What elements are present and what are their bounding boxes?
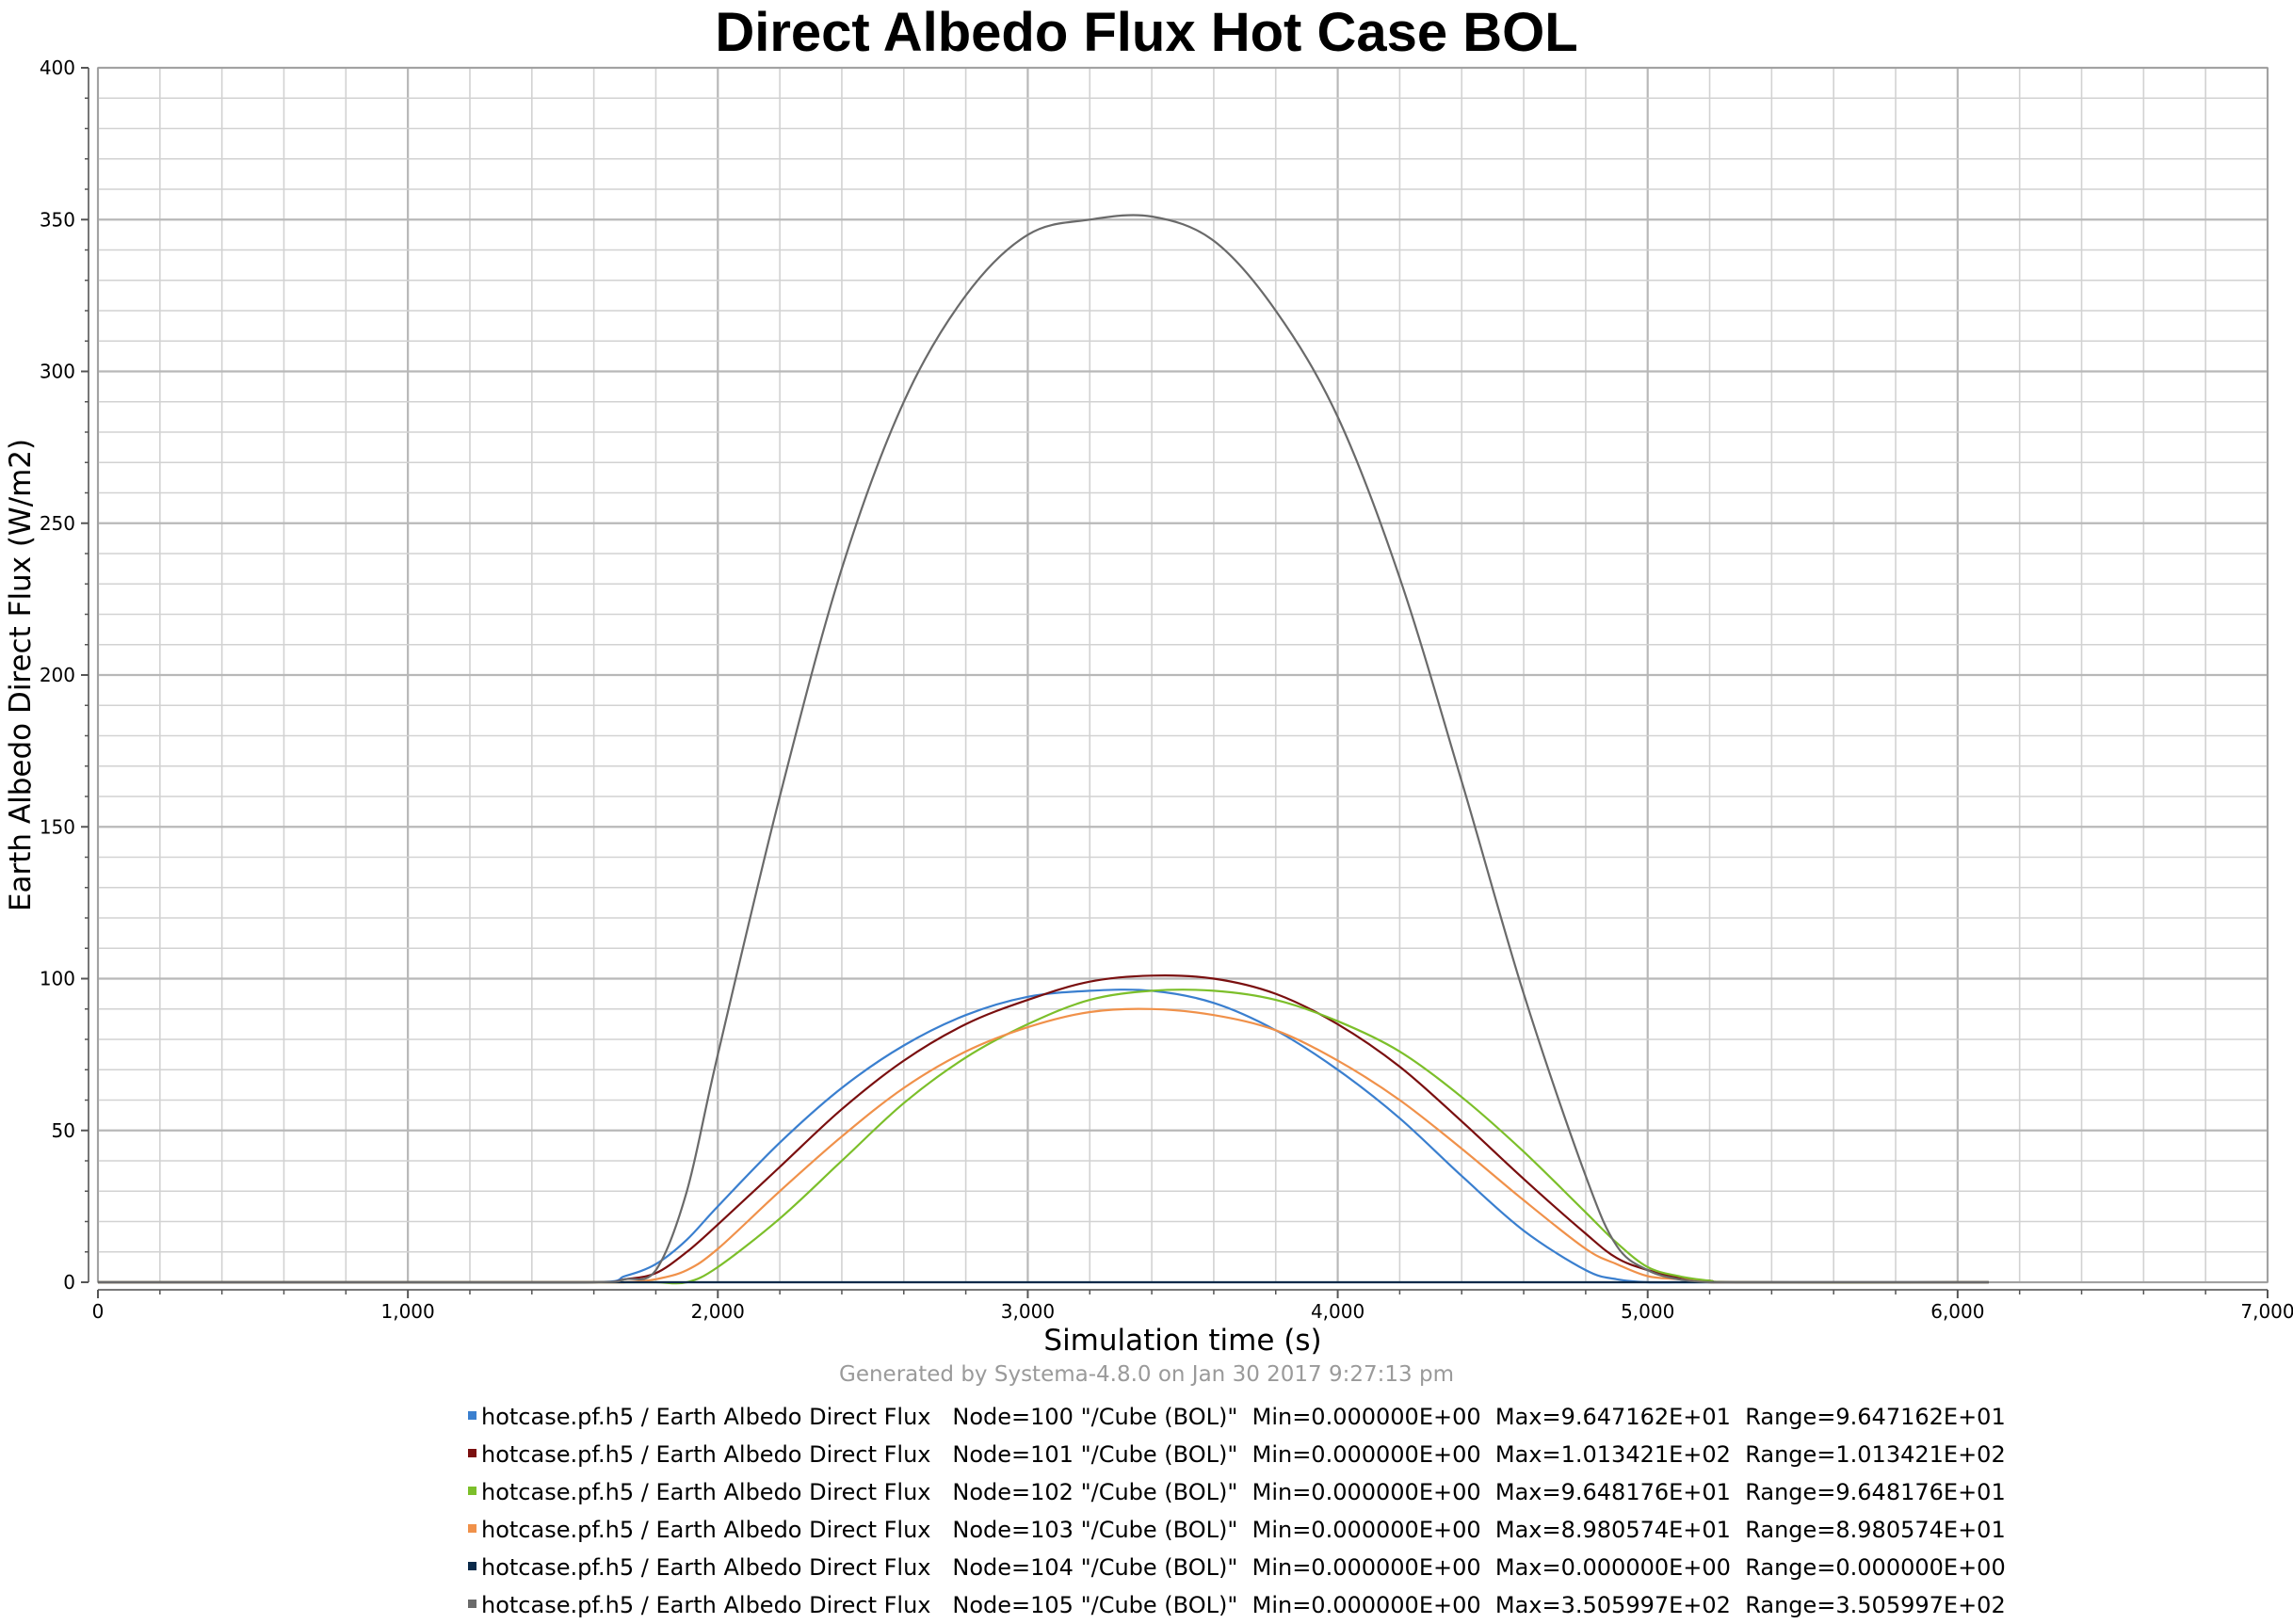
legend-swatch bbox=[468, 1410, 476, 1420]
y-tick-label: 0 bbox=[63, 1271, 75, 1294]
axis-ticks: 0 50 100 150 200 250 300 350 400 0 1,000 2,000 3,000… bbox=[40, 56, 2293, 1323]
series-line-5 bbox=[97, 214, 1989, 1284]
y-tick-label: 400 bbox=[40, 56, 75, 79]
y-tick-label: 150 bbox=[40, 815, 75, 838]
x-tick-label: 1,000 bbox=[381, 1300, 435, 1323]
y-tick-label: 300 bbox=[40, 361, 75, 383]
legend-item: hotcase.pf.h5 / Earth Albedo Direct Flux… bbox=[468, 1549, 2006, 1586]
legend-item: hotcase.pf.h5 / Earth Albedo Direct Flux… bbox=[468, 1473, 2006, 1511]
x-tick-label: 6,000 bbox=[1930, 1300, 1984, 1323]
y-tick-label: 350 bbox=[40, 208, 75, 231]
chart-title: Direct Albedo Flux Hot Case BOL bbox=[715, 2, 1578, 63]
legend-item: hotcase.pf.h5 / Earth Albedo Direct Flux… bbox=[468, 1436, 2006, 1473]
series-lines bbox=[97, 214, 1989, 1285]
legend-label: hotcase.pf.h5 / Earth Albedo Direct Flux… bbox=[481, 1479, 2006, 1505]
plot-frame bbox=[88, 67, 2269, 1291]
x-axis-title: Simulation time (s) bbox=[1043, 1324, 1321, 1356]
legend-item: hotcase.pf.h5 / Earth Albedo Direct Flux… bbox=[468, 1511, 2006, 1549]
y-tick-label: 50 bbox=[52, 1119, 75, 1142]
x-tick-label: 2,000 bbox=[691, 1300, 745, 1323]
y-tick-label: 200 bbox=[40, 664, 75, 686]
legend-label: hotcase.pf.h5 / Earth Albedo Direct Flux… bbox=[481, 1554, 2006, 1581]
x-tick-label: 4,000 bbox=[1311, 1300, 1364, 1323]
legend-label: hotcase.pf.h5 / Earth Albedo Direct Flux… bbox=[481, 1441, 2006, 1468]
grid bbox=[96, 66, 2269, 1284]
x-tick-label: 7,000 bbox=[2240, 1300, 2293, 1323]
plot-area: 0 50 100 150 200 250 300 350 400 0 1,000 2,000 3,000… bbox=[4, 56, 2293, 1356]
generated-footer: Generated by Systema-4.8.0 on Jan 30 201… bbox=[839, 1362, 1454, 1387]
x-tick-label: 0 bbox=[92, 1300, 105, 1323]
y-tick-label: 100 bbox=[40, 968, 75, 990]
legend-swatch bbox=[468, 1599, 476, 1608]
legend: hotcase.pf.h5 / Earth Albedo Direct Flux… bbox=[468, 1398, 2006, 1624]
legend-swatch bbox=[468, 1523, 476, 1533]
legend-label: hotcase.pf.h5 / Earth Albedo Direct Flux… bbox=[481, 1517, 2006, 1543]
series-line-0 bbox=[97, 989, 1989, 1284]
legend-label: hotcase.pf.h5 / Earth Albedo Direct Flux… bbox=[481, 1404, 2006, 1430]
legend-swatch bbox=[468, 1486, 476, 1495]
x-tick-label: 5,000 bbox=[1621, 1300, 1674, 1323]
series-line-2 bbox=[97, 989, 1989, 1285]
legend-swatch bbox=[468, 1448, 476, 1457]
y-tick-label: 250 bbox=[40, 512, 75, 535]
x-tick-label: 3,000 bbox=[1001, 1300, 1055, 1323]
legend-item: hotcase.pf.h5 / Earth Albedo Direct Flux… bbox=[468, 1586, 2006, 1624]
y-axis-title: Earth Albedo Direct Flux (W/m2) bbox=[4, 439, 38, 911]
series-line-3 bbox=[97, 1007, 1989, 1284]
legend-label: hotcase.pf.h5 / Earth Albedo Direct Flux… bbox=[481, 1592, 2006, 1618]
series-line-1 bbox=[97, 973, 1989, 1284]
legend-swatch bbox=[468, 1561, 476, 1570]
legend-item: hotcase.pf.h5 / Earth Albedo Direct Flux… bbox=[468, 1398, 2006, 1436]
